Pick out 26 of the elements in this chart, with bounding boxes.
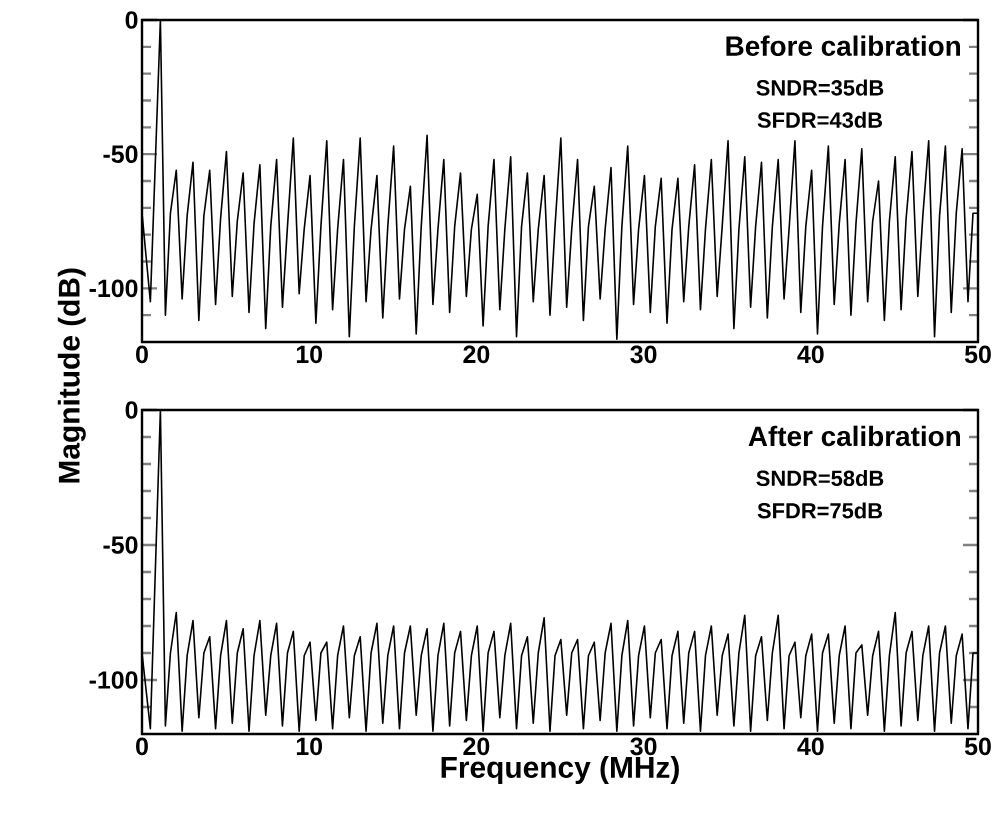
- x-tick-label: 20: [463, 345, 490, 364]
- x-tick-label: 40: [797, 345, 824, 364]
- x-tick-label: 20: [463, 737, 490, 756]
- annotation: SNDR=58dB: [756, 469, 884, 487]
- y-tick-label: 0: [125, 11, 138, 29]
- x-axis-title: Frequency (MHz): [441, 756, 679, 784]
- annotation: SFDR=43dB: [757, 111, 883, 128]
- x-tick-label: 30: [630, 345, 657, 364]
- annotation: After calibration: [748, 425, 960, 447]
- x-tick-label: 10: [296, 737, 323, 756]
- x-tick-label: 40: [797, 737, 824, 756]
- y-tick-label: -50: [103, 145, 138, 163]
- y-axis-title: Magnitude (dB): [57, 268, 86, 483]
- line-series: [142, 410, 979, 733]
- x-tick-label: 30: [630, 737, 657, 756]
- annotation: Before calibration: [726, 35, 960, 56]
- x-tick-label: 50: [964, 345, 991, 364]
- y-tick-label: -100: [89, 279, 138, 298]
- x-tick-label: 50: [964, 737, 991, 756]
- y-tick-label: 0: [125, 401, 138, 419]
- y-tick-label: -50: [103, 536, 138, 554]
- x-tick-label: 10: [296, 345, 323, 364]
- annotation: SNDR=35dB: [756, 79, 884, 96]
- line-series: [142, 19, 979, 341]
- annotation: SFDR=75dB: [757, 502, 883, 519]
- y-tick-label: -100: [89, 671, 138, 689]
